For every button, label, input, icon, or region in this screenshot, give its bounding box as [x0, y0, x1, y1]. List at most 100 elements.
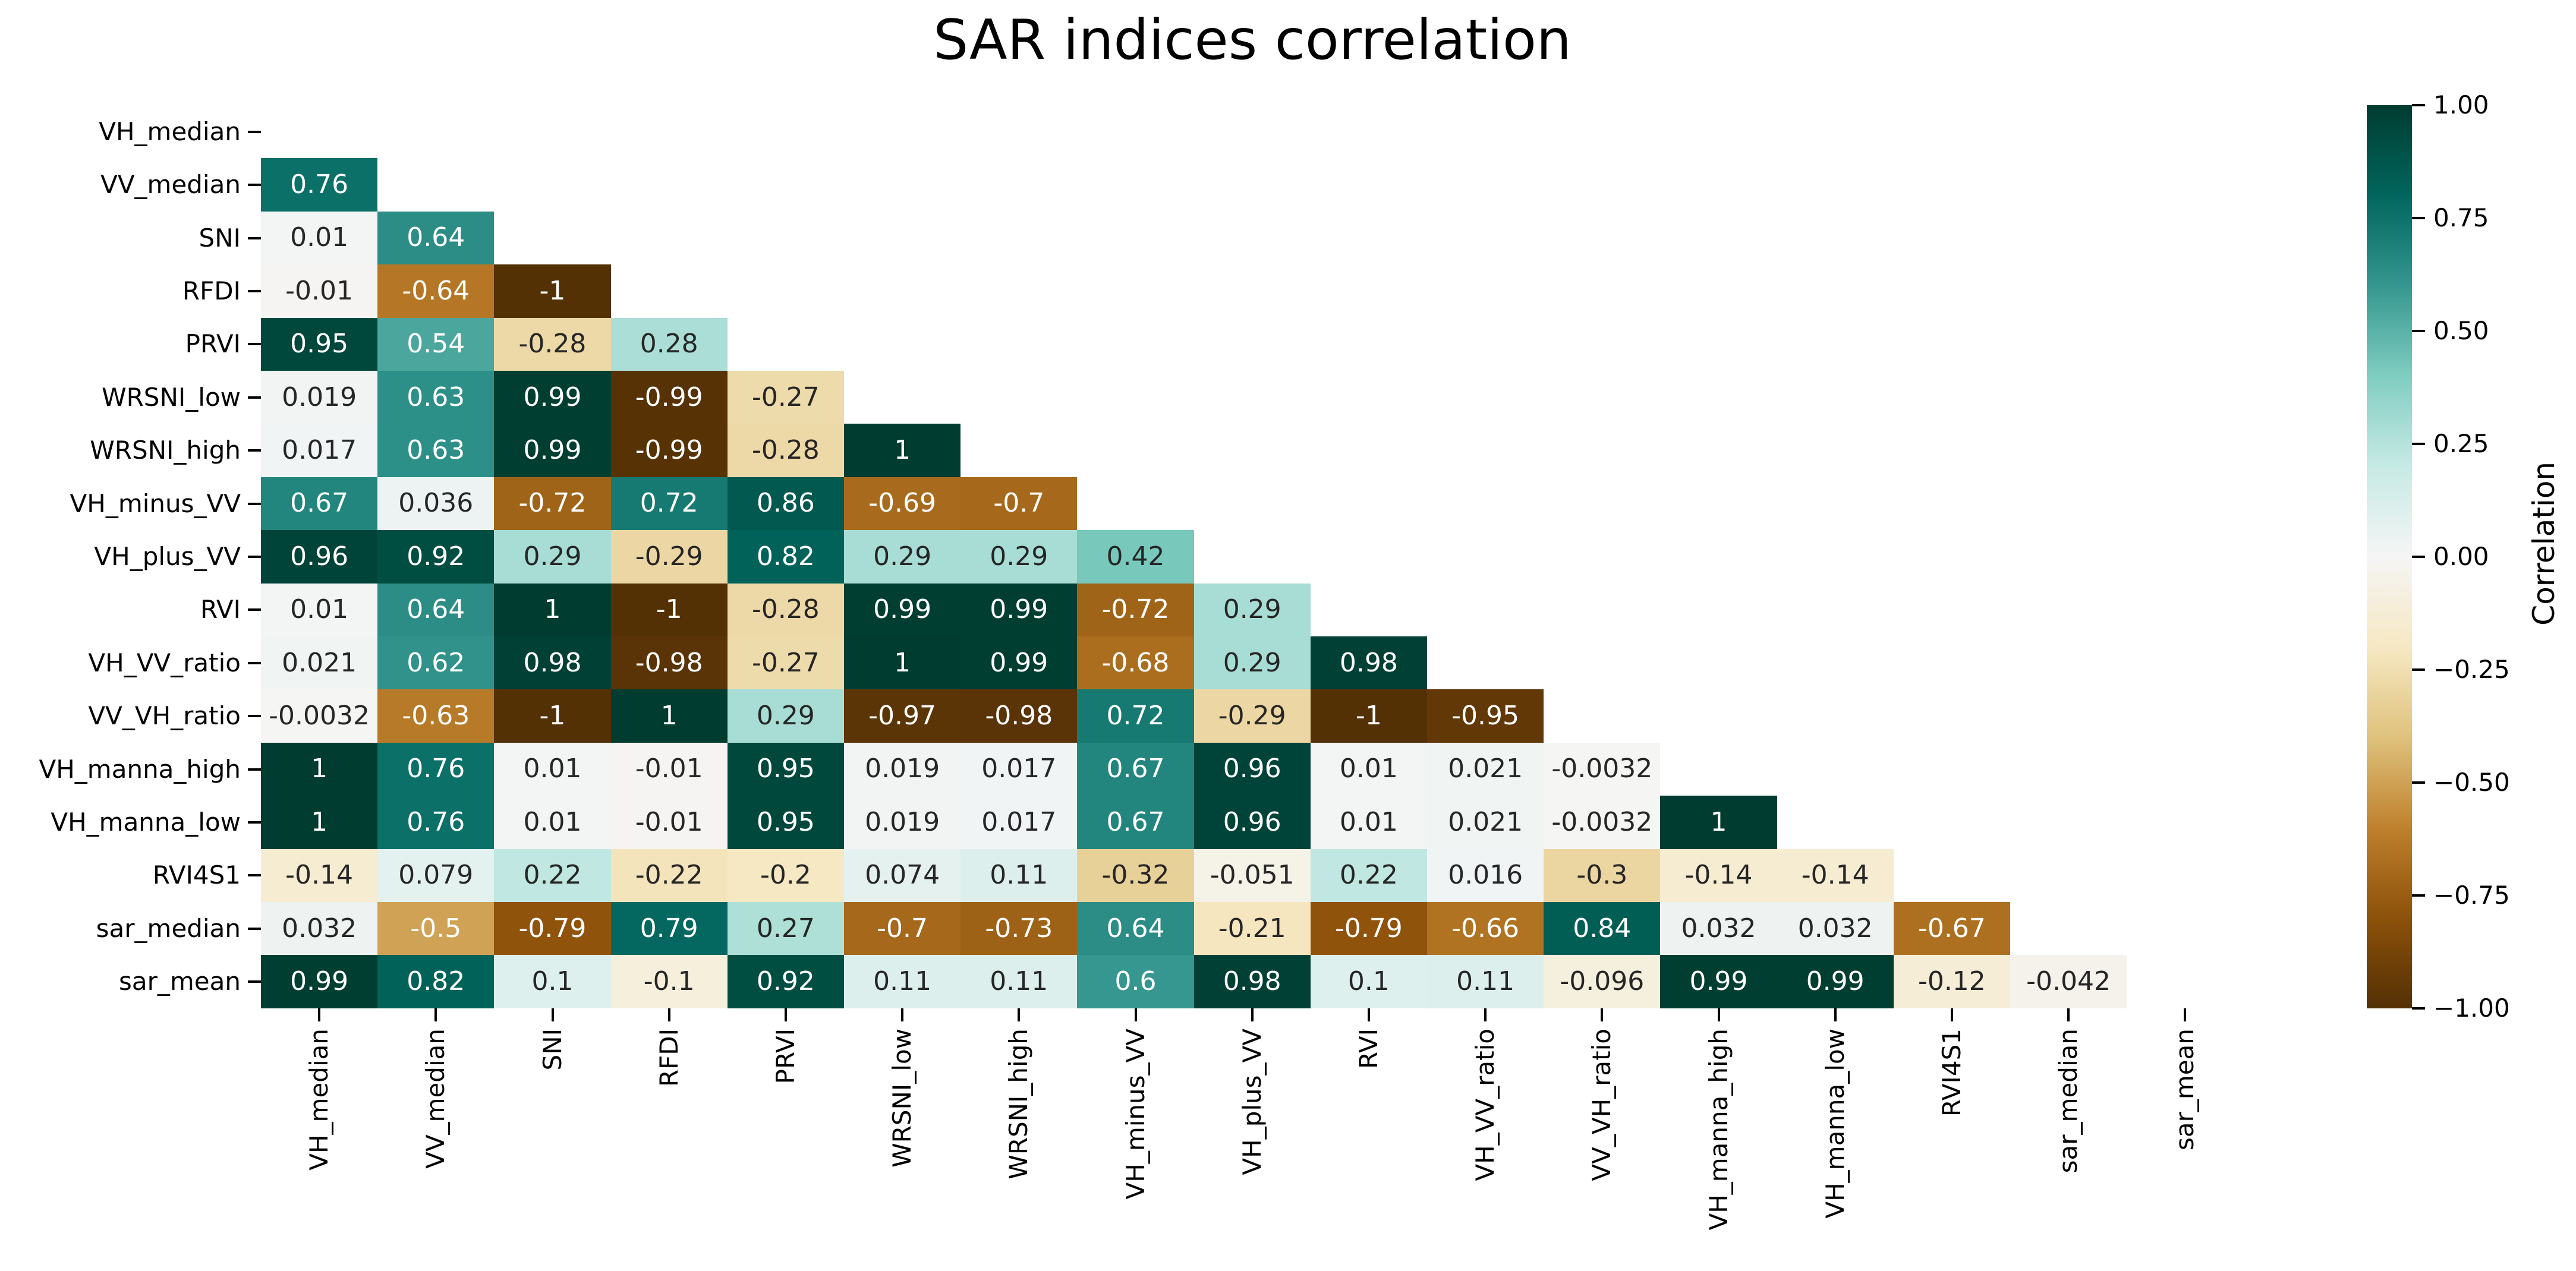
heatmap-cell: 0.032	[1660, 902, 1777, 955]
heatmap-cell: 0.27	[727, 902, 844, 955]
heatmap-cell: -1	[494, 689, 611, 743]
heatmap-cell: -0.99	[610, 424, 728, 477]
x-axis-label: SNI	[538, 1029, 568, 1070]
cell-value: -1	[539, 275, 566, 306]
cell-value: 0.96	[290, 541, 349, 572]
heatmap-cell: -0.096	[1544, 955, 1661, 1008]
colorbar-axis-label: Correlation	[2527, 462, 2561, 652]
cell-value: 0.22	[1339, 860, 1398, 891]
heatmap-cell: -0.14	[1777, 849, 1894, 902]
x-axis-label-text: VH_minus_VV	[1120, 1028, 1150, 1200]
heatmap-cell: -0.63	[377, 689, 495, 743]
heatmap-cell: 0.11	[961, 849, 1078, 902]
y-axis-label: VH_VV_ratio	[88, 648, 241, 677]
heatmap-cell: -0.0032	[1544, 742, 1661, 796]
chart-title: SAR indices correlation	[933, 8, 1572, 72]
heatmap-cell: 0.22	[494, 849, 611, 902]
y-axis-label: VH_manna_high	[39, 754, 241, 784]
x-axis-label: WRSNI_high	[1004, 1029, 1034, 1179]
heatmap-cell: -0.7	[961, 477, 1078, 531]
x-axis-label-text: RVI	[1353, 1028, 1383, 1069]
cell-value: -0.72	[518, 488, 587, 519]
cell-value: 0.99	[990, 647, 1048, 678]
cell-value: 0.62	[407, 647, 465, 678]
y-axis-label: RVI4S1	[152, 860, 241, 890]
heatmap-cell: 0.032	[1777, 902, 1894, 955]
heatmap-cell: 0.82	[377, 955, 495, 1008]
cell-value: -0.99	[635, 435, 703, 466]
heatmap-cell: -0.95	[1427, 689, 1544, 743]
cell-value: 0.019	[865, 806, 940, 837]
x-axis-tick	[1018, 1008, 1021, 1021]
cell-value: 0.67	[1106, 753, 1165, 784]
heatmap-cell: 0.72	[610, 477, 728, 531]
x-axis-tick	[784, 1008, 787, 1021]
cell-value: 0.016	[1448, 860, 1523, 891]
x-axis-tick	[1601, 1008, 1604, 1021]
heatmap-cell: 1	[494, 583, 611, 636]
heatmap-cell: 0.032	[261, 902, 378, 955]
cell-value: 0.29	[1223, 647, 1281, 678]
heatmap-cell: 0.29	[844, 530, 961, 584]
cell-value: 0.11	[873, 966, 932, 997]
y-axis-label: VV_median	[100, 170, 241, 200]
cell-value: 0.22	[523, 860, 582, 891]
cell-value: 0.98	[1339, 647, 1398, 678]
heatmap-cell: 0.92	[377, 530, 495, 584]
heatmap-cell: 0.76	[377, 796, 495, 849]
colorbar-tick	[2412, 556, 2425, 558]
heatmap-cell: 0.1	[1310, 955, 1427, 1008]
x-axis-label: VH_VV_ratio	[1470, 1029, 1500, 1181]
y-axis-label: VH_minus_VV	[70, 488, 241, 518]
heatmap-cell: 0.67	[1077, 742, 1194, 796]
heatmap-cell: 0.016	[1427, 849, 1544, 902]
cell-value: 0.99	[990, 594, 1048, 625]
cell-value: 1	[660, 701, 678, 731]
heatmap-cell: 0.6	[1077, 955, 1194, 1008]
cell-value: 0.017	[282, 435, 357, 466]
x-axis-tick	[2067, 1008, 2070, 1021]
colorbar-tick	[2412, 104, 2425, 106]
heatmap-cell: 0.98	[1193, 955, 1311, 1008]
cell-value: 0.032	[282, 913, 357, 944]
y-axis-tick	[248, 236, 261, 239]
x-axis-label-text: RVI4S1	[1936, 1028, 1966, 1117]
x-axis-tick	[318, 1008, 321, 1021]
heatmap-cell: 0.72	[1077, 689, 1194, 743]
cell-value: 0.29	[523, 541, 582, 572]
heatmap-cell: 0.76	[377, 742, 495, 796]
cell-value: -0.98	[985, 701, 1053, 731]
cell-value: 0.1	[1347, 966, 1390, 997]
heatmap-cell: -0.79	[494, 902, 611, 955]
cell-value: 0.64	[1106, 913, 1165, 944]
heatmap-cell: 0.64	[1077, 902, 1194, 955]
x-axis-label: VH_manna_low	[1821, 1029, 1850, 1219]
heatmap-cell: 0.96	[1193, 742, 1311, 796]
cell-value: -0.73	[985, 913, 1053, 944]
x-axis-label: RVI4S1	[1937, 1029, 1967, 1117]
colorbar-tick-label: −1.00	[2433, 994, 2510, 1023]
cell-value: 0.82	[407, 966, 465, 997]
cell-value: 0.79	[640, 913, 698, 944]
cell-value: -0.97	[868, 701, 937, 731]
cell-value: 0.032	[1797, 913, 1873, 944]
cell-value: -1	[1355, 701, 1382, 731]
heatmap-cell: 0.64	[377, 211, 495, 265]
heatmap-cell: -0.29	[1193, 689, 1311, 743]
heatmap-cell: 0.99	[494, 371, 611, 424]
y-axis-label: RVI	[200, 595, 241, 625]
cell-value: 0.021	[282, 647, 357, 678]
heatmap-cell: -0.01	[610, 796, 728, 849]
cell-value: 0.99	[523, 381, 582, 412]
colorbar-tick-label: 0.75	[2433, 203, 2489, 232]
cell-value: 0.021	[1448, 753, 1523, 784]
cell-value: -0.051	[1210, 860, 1295, 891]
cell-value: -0.0032	[1551, 753, 1653, 784]
cell-value: 0.11	[1456, 966, 1515, 997]
colorbar-tick-label: −0.75	[2433, 881, 2510, 910]
heatmap-cell: 1	[261, 796, 378, 849]
heatmap-cell: -0.68	[1077, 636, 1194, 690]
cell-value: -1	[656, 594, 682, 625]
y-axis-label: sar_mean	[119, 967, 241, 996]
cell-value: 0.67	[290, 488, 349, 519]
